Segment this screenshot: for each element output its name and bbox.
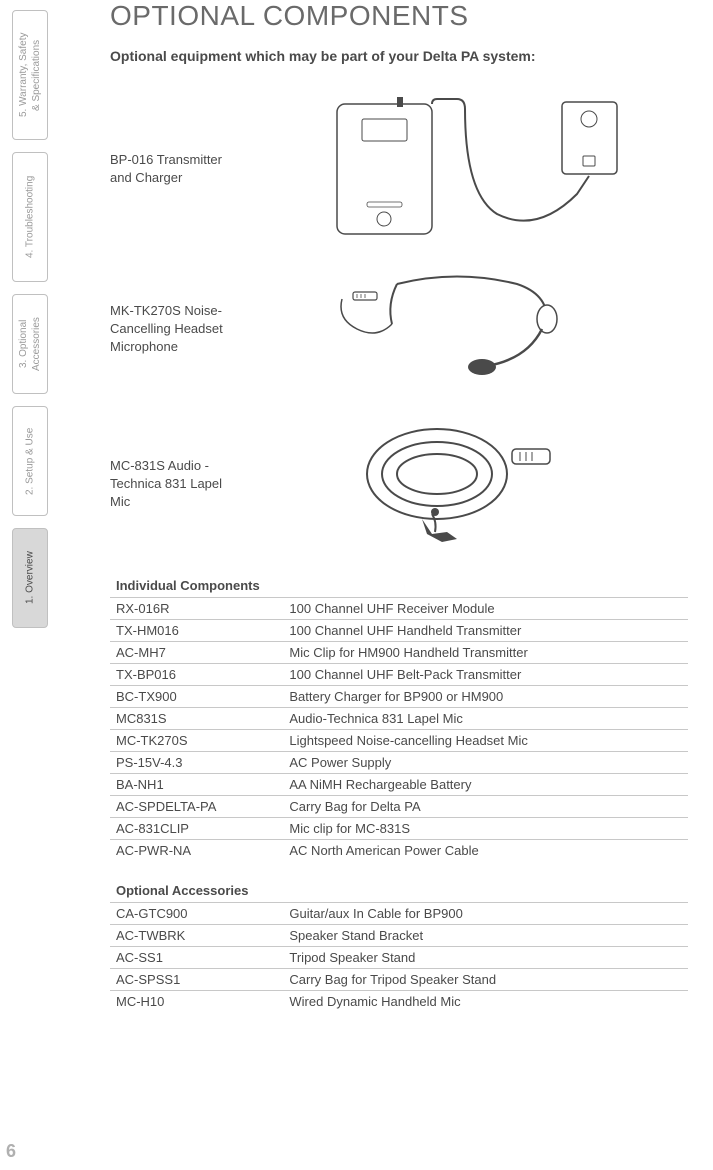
table-cell: Audio-Technica 831 Lapel Mic [283, 708, 688, 730]
optional-accessories-table: CA-GTC900Guitar/aux In Cable for BP900AC… [110, 902, 688, 1012]
component-label: MC-831S Audio -Technica 831 Lapel Mic [110, 457, 255, 512]
table-cell: MC-TK270S [110, 730, 283, 752]
table-row: TX-HM016100 Channel UHF Handheld Transmi… [110, 620, 688, 642]
table-row: RX-016R100 Channel UHF Receiver Module [110, 598, 688, 620]
component-row: MC-831S Audio -Technica 831 Lapel Mic [110, 414, 688, 554]
table-cell: AC North American Power Cable [283, 840, 688, 862]
page-subheading: Optional equipment which may be part of … [110, 48, 688, 64]
table-cell: Guitar/aux In Cable for BP900 [283, 903, 688, 925]
lapel-mic-illustration [255, 414, 688, 554]
table-cell: AC-831CLIP [110, 818, 283, 840]
table-cell: AC-SPSS1 [110, 969, 283, 991]
table-cell: AC-MH7 [110, 642, 283, 664]
tab-accessories[interactable]: 3. Optional Accessories [12, 294, 48, 394]
table-cell: Mic Clip for HM900 Handheld Transmitter [283, 642, 688, 664]
table-cell: MC-H10 [110, 991, 283, 1013]
table-cell: BC-TX900 [110, 686, 283, 708]
table-cell: Lightspeed Noise-cancelling Headset Mic [283, 730, 688, 752]
tab-overview[interactable]: 1. Overview [12, 528, 48, 628]
table-cell: MC831S [110, 708, 283, 730]
table-row: AC-PWR-NAAC North American Power Cable [110, 840, 688, 862]
table-cell: TX-HM016 [110, 620, 283, 642]
transmitter-charger-illustration [255, 94, 688, 244]
table-row: MC-H10Wired Dynamic Handheld Mic [110, 991, 688, 1013]
headset-mic-illustration [255, 264, 688, 394]
table-cell: AC-SPDELTA-PA [110, 796, 283, 818]
table-cell: Speaker Stand Bracket [283, 925, 688, 947]
table-row: CA-GTC900Guitar/aux In Cable for BP900 [110, 903, 688, 925]
table-cell: RX-016R [110, 598, 283, 620]
component-label: BP-016 Transmitter and Charger [110, 151, 255, 187]
table-title-individual: Individual Components [110, 574, 688, 597]
table-cell: AC-SS1 [110, 947, 283, 969]
table-row: AC-831CLIPMic clip for MC-831S [110, 818, 688, 840]
tab-warranty[interactable]: 5. Warranty, Safety & Specifications [12, 10, 48, 140]
table-cell: AC Power Supply [283, 752, 688, 774]
table-cell: PS-15V-4.3 [110, 752, 283, 774]
table-row: AC-SS1Tripod Speaker Stand [110, 947, 688, 969]
table-cell: 100 Channel UHF Handheld Transmitter [283, 620, 688, 642]
table-cell: AA NiMH Rechargeable Battery [283, 774, 688, 796]
table-row: BC-TX900Battery Charger for BP900 or HM9… [110, 686, 688, 708]
sidebar-tabs: 5. Warranty, Safety & Specifications 4. … [0, 0, 60, 1170]
component-row: MK-TK270S Noise-Cancelling Headset Micro… [110, 264, 688, 394]
individual-components-table: RX-016R100 Channel UHF Receiver ModuleTX… [110, 597, 688, 861]
table-row: MC831SAudio-Technica 831 Lapel Mic [110, 708, 688, 730]
table-cell: Battery Charger for BP900 or HM900 [283, 686, 688, 708]
table-cell: TX-BP016 [110, 664, 283, 686]
table-row: AC-TWBRKSpeaker Stand Bracket [110, 925, 688, 947]
table-row: MC-TK270SLightspeed Noise-cancelling Hea… [110, 730, 688, 752]
table-cell: Tripod Speaker Stand [283, 947, 688, 969]
table-cell: Carry Bag for Delta PA [283, 796, 688, 818]
table-row: BA-NH1AA NiMH Rechargeable Battery [110, 774, 688, 796]
page-number: 6 [6, 1141, 16, 1162]
table-cell: CA-GTC900 [110, 903, 283, 925]
main-content: OPTIONAL COMPONENTS Optional equipment w… [110, 0, 688, 1012]
table-row: AC-SPDELTA-PACarry Bag for Delta PA [110, 796, 688, 818]
table-cell: Carry Bag for Tripod Speaker Stand [283, 969, 688, 991]
table-cell: Mic clip for MC-831S [283, 818, 688, 840]
table-row: AC-MH7Mic Clip for HM900 Handheld Transm… [110, 642, 688, 664]
table-row: PS-15V-4.3AC Power Supply [110, 752, 688, 774]
table-row: AC-SPSS1Carry Bag for Tripod Speaker Sta… [110, 969, 688, 991]
table-row: TX-BP016100 Channel UHF Belt-Pack Transm… [110, 664, 688, 686]
table-cell: AC-TWBRK [110, 925, 283, 947]
tables-section: Individual Components RX-016R100 Channel… [110, 574, 688, 1012]
table-cell: 100 Channel UHF Receiver Module [283, 598, 688, 620]
tab-setup[interactable]: 2. Setup & Use [12, 406, 48, 516]
table-cell: BA-NH1 [110, 774, 283, 796]
table-cell: Wired Dynamic Handheld Mic [283, 991, 688, 1013]
component-label: MK-TK270S Noise-Cancelling Headset Micro… [110, 302, 255, 357]
table-title-optional: Optional Accessories [110, 879, 688, 902]
page-heading: OPTIONAL COMPONENTS [110, 0, 688, 32]
table-cell: 100 Channel UHF Belt-Pack Transmitter [283, 664, 688, 686]
tab-troubleshooting[interactable]: 4. Troubleshooting [12, 152, 48, 282]
table-cell: AC-PWR-NA [110, 840, 283, 862]
component-row: BP-016 Transmitter and Charger [110, 94, 688, 244]
